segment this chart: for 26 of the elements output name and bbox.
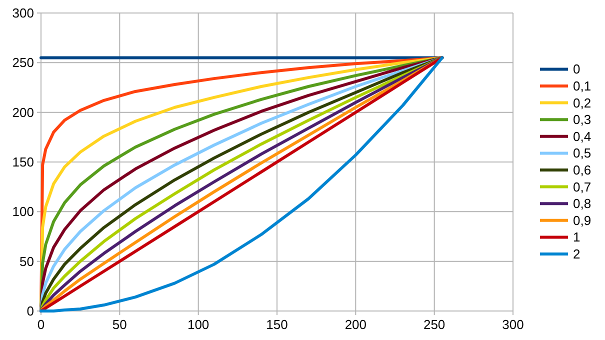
- legend-label: 0,3: [573, 112, 592, 128]
- legend-label: 2: [573, 246, 580, 262]
- legend-label: 0,8: [573, 196, 592, 212]
- y-tick-label: 50: [20, 254, 34, 269]
- y-tick-label: 300: [12, 6, 34, 20]
- y-tick-label: 200: [12, 104, 34, 120]
- y-tick-label: 0: [26, 304, 34, 318]
- legend-label: 0,4: [573, 128, 592, 144]
- legend-label: 0,2: [573, 95, 592, 110]
- x-tick-label: 50: [112, 317, 127, 332]
- y-tick-label: 150: [12, 154, 34, 170]
- legend-label: 0,7: [573, 179, 592, 194]
- x-tick-label: 200: [344, 317, 367, 332]
- legend-label: 0,9: [573, 212, 592, 228]
- legend-label: 0: [573, 62, 580, 77]
- legend-label: 0,6: [573, 162, 592, 178]
- legend-label: 0,5: [573, 146, 592, 161]
- x-tick-label: 0: [37, 317, 45, 332]
- y-tick-label: 100: [12, 204, 34, 220]
- x-tick-label: 300: [502, 317, 524, 332]
- x-tick-label: 250: [423, 317, 446, 332]
- y-tick-label: 250: [12, 55, 34, 70]
- x-tick-label: 150: [266, 317, 288, 332]
- x-tick-label: 100: [187, 317, 210, 332]
- legend-label: 0,1: [573, 78, 592, 94]
- legend-label: 1: [573, 230, 580, 245]
